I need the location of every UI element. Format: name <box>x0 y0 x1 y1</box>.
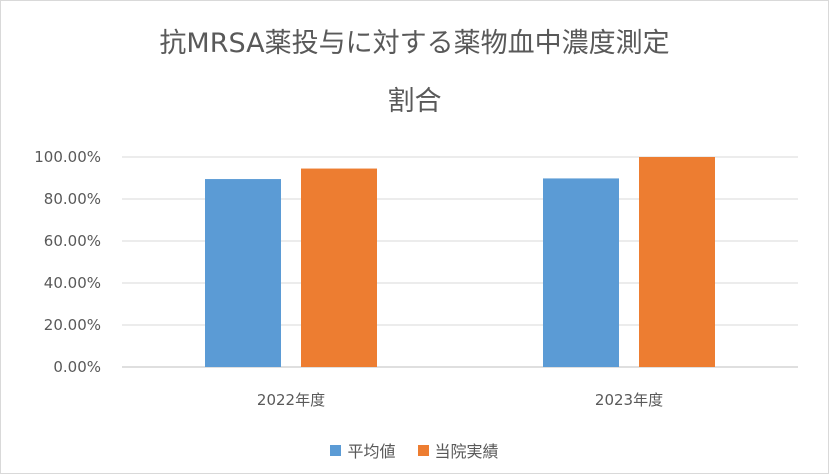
chart-title-line1: 抗MRSA薬投与に対する薬物血中濃度測定 <box>159 28 670 59</box>
legend-swatch-series-0 <box>330 444 342 456</box>
legend-label-series-1: 当院実績 <box>434 442 499 461</box>
y-tick-label-1: 20.00% <box>44 316 101 334</box>
legend-label-series-0: 平均値 <box>347 442 396 461</box>
y-tick-label-0: 0.00% <box>53 358 101 376</box>
y-tick-label-3: 60.00% <box>44 232 101 250</box>
y-tick-label-2: 40.00% <box>44 274 101 292</box>
legend: 平均値 当院実績 <box>0 438 829 462</box>
legend-item-series-1: 当院実績 <box>417 438 499 462</box>
bar-series-0-cat-0 <box>205 179 281 367</box>
legend-item-series-0: 平均値 <box>330 438 396 462</box>
bar-series-0-cat-1 <box>543 178 619 367</box>
x-tick-label-0: 2022年度 <box>257 391 325 409</box>
legend-swatch-series-1 <box>417 444 429 456</box>
chart-title-line2: 割合 <box>387 86 442 117</box>
y-tick-label-5: 100.00% <box>34 148 101 166</box>
y-tick-label-4: 80.00% <box>44 190 101 208</box>
x-tick-label-1: 2023年度 <box>595 391 663 409</box>
bar-series-1-cat-1 <box>639 157 715 367</box>
bar-series-1-cat-0 <box>301 168 377 367</box>
